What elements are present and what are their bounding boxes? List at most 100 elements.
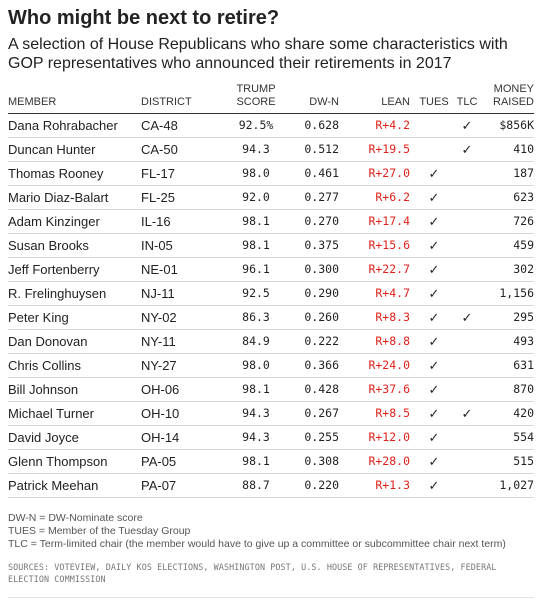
cell-member: Peter King [8, 305, 141, 330]
cell-tues-check: ✓ [416, 377, 452, 402]
cell-lean: R+19.5 [345, 137, 416, 162]
page-title: Who might be next to retire? [8, 7, 280, 29]
cell-trump-score: 94.3 [225, 401, 287, 426]
cell-tues-check: ✓ [416, 425, 452, 450]
cell-money-raised: 420 [482, 401, 534, 426]
cell-trump-score: 98.0 [225, 161, 287, 186]
cell-money-raised: 459 [482, 233, 534, 258]
cell-member: Dana Rohrabacher [8, 113, 141, 138]
cell-trump-score: 84.9 [225, 329, 287, 354]
table-body: Dana Rohrabacher CA-48 92.5% 0.628 R+4.2 ✓ $85… [8, 113, 534, 498]
table-row: Susan Brooks IN-05 98.1 0.375 R+15.6 ✓ 459 [8, 233, 534, 258]
header-trump-line2: SCORE [236, 96, 276, 108]
cell-tlc-check [452, 377, 482, 402]
table-row: Chris Collins NY-27 98.0 0.366 R+24.0 ✓ 631 [8, 353, 534, 378]
table-header: MEMBER DISTRICT TRUMP SCORE DW-N LEAN TU… [8, 83, 534, 114]
cell-member: Chris Collins [8, 353, 141, 378]
table-row: Michael Turner OH-10 94.3 0.267 R+8.5 ✓ ✓ 420 [8, 401, 534, 426]
table-row: David Joyce OH-14 94.3 0.255 R+12.0 ✓ 554 [8, 425, 534, 450]
footnote-tlc: TLC = Term-limited chair (the member wou… [8, 538, 506, 550]
cell-district: PA-07 [141, 473, 225, 498]
cell-member: R. Frelinghuysen [8, 281, 141, 306]
cell-lean: R+37.6 [345, 377, 416, 402]
cell-trump-score: 98.0 [225, 353, 287, 378]
cell-lean: R+24.0 [345, 353, 416, 378]
cell-lean: R+12.0 [345, 425, 416, 450]
cell-trump-score: 98.1 [225, 377, 287, 402]
cell-trump-score: 98.1 [225, 233, 287, 258]
header-trump-line1: TRUMP [236, 83, 276, 95]
cell-member: Adam Kinzinger [8, 209, 141, 234]
cell-tlc-check: ✓ [452, 305, 482, 330]
table-row: Mario Diaz-Balart FL-25 92.0 0.277 R+6.2 ✓ 623 [8, 185, 534, 210]
header-money-line2: RAISED [493, 96, 534, 108]
cell-member: Duncan Hunter [8, 137, 141, 162]
cell-trump-score: 92.0 [225, 185, 287, 210]
cell-tues-check: ✓ [416, 209, 452, 234]
cell-district: FL-17 [141, 161, 225, 186]
cell-tlc-check [452, 473, 482, 498]
table-row: Peter King NY-02 86.3 0.260 R+8.3 ✓ ✓ 295 [8, 305, 534, 330]
header-member: MEMBER [8, 83, 141, 114]
cell-dw-nominate: 0.260 [287, 305, 345, 330]
cell-lean: R+15.6 [345, 233, 416, 258]
cell-trump-score: 98.1 [225, 209, 287, 234]
cell-tlc-check [452, 161, 482, 186]
sources-note: SOURCES: VOTEVIEW, DAILY KOS ELECTIONS, … [8, 562, 497, 584]
cell-dw-nominate: 0.375 [287, 233, 345, 258]
cell-tues-check: ✓ [416, 281, 452, 306]
cell-district: CA-50 [141, 137, 225, 162]
cell-money-raised: 302 [482, 257, 534, 282]
cell-tlc-check: ✓ [452, 401, 482, 426]
bottom-divider [8, 597, 534, 598]
cell-district: OH-06 [141, 377, 225, 402]
cell-tlc-check [452, 185, 482, 210]
cell-trump-score: 96.1 [225, 257, 287, 282]
cell-district: OH-14 [141, 425, 225, 450]
cell-district: NY-27 [141, 353, 225, 378]
cell-dw-nominate: 0.220 [287, 473, 345, 498]
table-row: Duncan Hunter CA-50 94.3 0.512 R+19.5 ✓ 410 [8, 137, 534, 162]
header-dw-nominate: DW-N [287, 83, 345, 114]
cell-member: Bill Johnson [8, 377, 141, 402]
cell-district: IL-16 [141, 209, 225, 234]
cell-trump-score: 94.3 [225, 425, 287, 450]
cell-money-raised: 623 [482, 185, 534, 210]
cell-lean: R+8.5 [345, 401, 416, 426]
cell-dw-nominate: 0.428 [287, 377, 345, 402]
cell-lean: R+4.2 [345, 113, 416, 138]
cell-dw-nominate: 0.267 [287, 401, 345, 426]
cell-lean: R+28.0 [345, 449, 416, 474]
footnote-tues: TUES = Member of the Tuesday Group [8, 525, 191, 537]
cell-district: NY-11 [141, 329, 225, 354]
cell-tlc-check [452, 233, 482, 258]
table-row: Thomas Rooney FL-17 98.0 0.461 R+27.0 ✓ 187 [8, 161, 534, 186]
cell-money-raised: 870 [482, 377, 534, 402]
cell-dw-nominate: 0.461 [287, 161, 345, 186]
cell-member: Mario Diaz-Balart [8, 185, 141, 210]
header-money-line1: MONEY [493, 83, 534, 95]
cell-lean: R+8.8 [345, 329, 416, 354]
cell-tlc-check [452, 209, 482, 234]
cell-money-raised: 295 [482, 305, 534, 330]
cell-money-raised: 726 [482, 209, 534, 234]
header-lean: LEAN [345, 83, 416, 114]
cell-trump-score: 94.3 [225, 137, 287, 162]
cell-district: NJ-11 [141, 281, 225, 306]
cell-member: Patrick Meehan [8, 473, 141, 498]
cell-member: Michael Turner [8, 401, 141, 426]
cell-tlc-check [452, 281, 482, 306]
cell-trump-score: 92.5 [225, 281, 287, 306]
cell-money-raised: $856K [482, 113, 534, 138]
cell-district: NY-02 [141, 305, 225, 330]
cell-lean: R+17.4 [345, 209, 416, 234]
cell-money-raised: 554 [482, 425, 534, 450]
cell-tues-check: ✓ [416, 329, 452, 354]
header-trump-score: TRUMP SCORE [225, 83, 287, 114]
header-tues: TUES [416, 83, 452, 114]
page-subtitle: A selection of House Republicans who sha… [8, 36, 508, 72]
cell-lean: R+1.3 [345, 473, 416, 498]
cell-dw-nominate: 0.512 [287, 137, 345, 162]
cell-tues-check: ✓ [416, 185, 452, 210]
